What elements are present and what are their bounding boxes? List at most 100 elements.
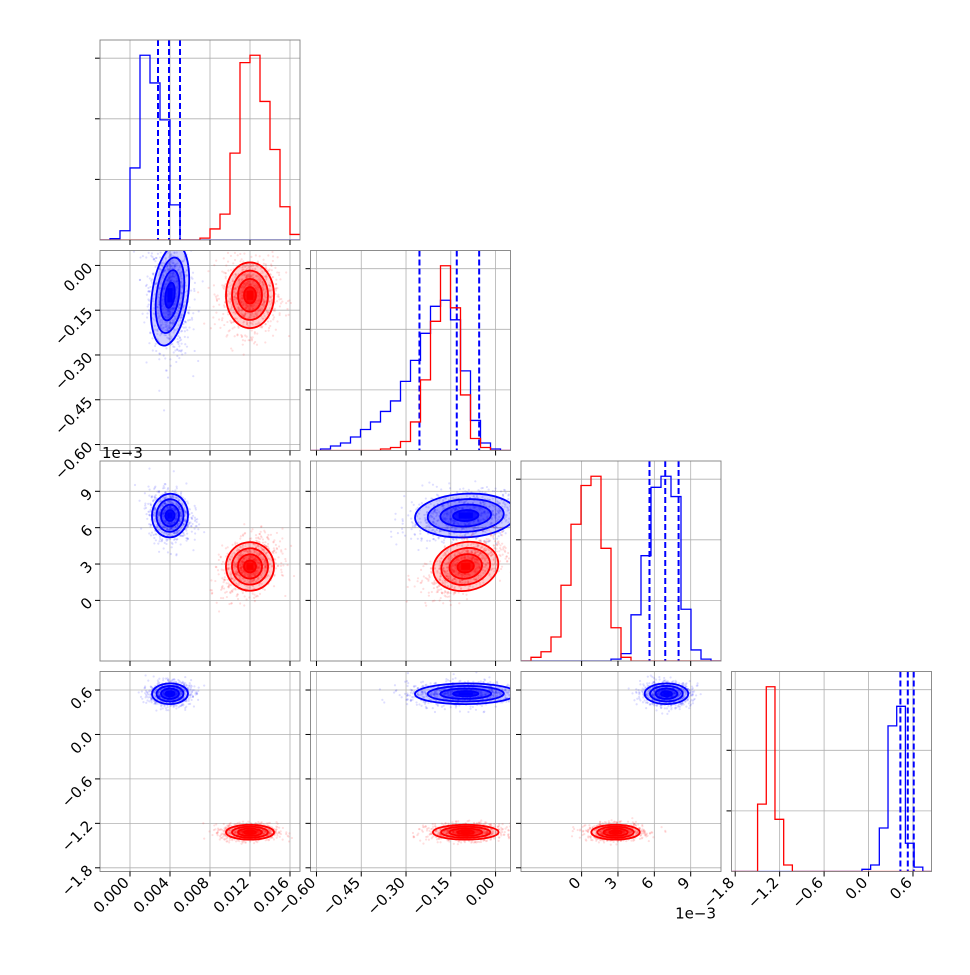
scatter-point <box>254 600 256 602</box>
scatter-point <box>193 290 195 292</box>
scatter-point <box>530 518 532 520</box>
scatter-point <box>430 571 432 573</box>
scatter-point <box>155 350 157 352</box>
scatter-point <box>148 303 150 305</box>
scatter-point <box>282 575 284 577</box>
scatter-point <box>278 296 280 298</box>
scatter-point <box>256 333 258 335</box>
scatter-point <box>274 267 276 269</box>
scatter-point <box>191 318 193 320</box>
scatter-point <box>212 316 214 318</box>
scatter-point <box>165 234 167 236</box>
scatter-point <box>152 534 154 536</box>
scatter-point <box>152 234 154 236</box>
scatter-point <box>253 594 255 596</box>
scatter-point <box>171 343 173 345</box>
scatter-point <box>218 298 220 300</box>
scatter-point <box>526 497 528 499</box>
scatter-point <box>277 256 279 258</box>
scatter-point <box>281 553 283 555</box>
scatter-point <box>485 538 487 540</box>
scatter-point <box>168 247 170 249</box>
scatter-point <box>517 508 519 510</box>
scatter-point <box>394 513 396 515</box>
scatter-point <box>271 276 273 278</box>
scatter-point <box>418 504 420 506</box>
density-peak-red <box>247 563 254 570</box>
scatter-point <box>149 286 151 288</box>
scatter-point <box>144 492 146 494</box>
panel-p0-p2 <box>95 461 310 666</box>
scatter-point <box>273 549 275 551</box>
scatter-point <box>276 547 278 549</box>
scatter-point <box>151 532 153 534</box>
scatter-point <box>171 542 173 544</box>
scatter-point <box>148 252 150 254</box>
scatter-point <box>144 503 146 505</box>
scatter-point <box>190 289 192 291</box>
scatter-point <box>173 470 175 472</box>
scatter-point <box>499 544 501 546</box>
scatter-point <box>218 573 220 575</box>
scatter-point <box>253 342 255 344</box>
scatter-point <box>165 347 167 349</box>
scatter-point <box>413 504 415 506</box>
scatter-point <box>184 336 186 338</box>
scatter-point <box>244 334 246 336</box>
scatter-point <box>436 486 438 488</box>
scatter-point <box>208 287 210 289</box>
scatter-point <box>152 273 154 275</box>
scatter-point <box>269 325 271 327</box>
scatter-point <box>277 294 279 296</box>
scatter-point <box>244 595 246 597</box>
scatter-point <box>162 220 164 222</box>
scatter-point <box>423 575 425 577</box>
scatter-point <box>267 254 269 256</box>
scatter-point <box>226 596 228 598</box>
panel-content <box>100 461 310 661</box>
scatter-point <box>144 504 146 506</box>
scatter-point <box>402 531 404 533</box>
scatter-point <box>402 523 404 525</box>
scatter-point <box>308 560 310 562</box>
scatter-point <box>177 343 179 345</box>
scatter-point <box>183 327 185 329</box>
scatter-point <box>154 260 156 262</box>
scatter-point <box>390 536 392 538</box>
scatter-point <box>174 349 176 351</box>
scatter-point <box>150 280 152 282</box>
scatter-point <box>211 593 213 595</box>
scatter-point <box>194 532 196 534</box>
scatter-point <box>176 355 178 357</box>
scatter-point <box>243 523 245 525</box>
scatter-point <box>268 327 270 329</box>
scatter-point <box>151 282 153 284</box>
scatter-point <box>414 534 416 536</box>
scatter-point <box>227 586 229 588</box>
scatter-point <box>456 491 458 493</box>
scatter-point <box>514 503 516 505</box>
scatter-point <box>157 543 159 545</box>
scatter-point <box>428 481 430 483</box>
scatter-point <box>155 257 157 259</box>
scatter-point <box>250 530 252 532</box>
scatter-point <box>147 485 149 487</box>
scatter-point <box>159 256 161 258</box>
scatter-point <box>260 535 262 537</box>
scatter-point <box>219 327 221 329</box>
scatter-point <box>216 602 218 604</box>
scatter-point <box>220 589 222 591</box>
scatter-point <box>192 515 194 517</box>
density-peak-blue <box>167 288 172 302</box>
scatter-point <box>529 503 531 505</box>
scatter-point <box>250 256 252 258</box>
scatter-point <box>164 243 166 245</box>
scatter-point <box>282 564 284 566</box>
scatter-point <box>167 376 169 378</box>
scatter-point <box>225 277 227 279</box>
scatter-point <box>275 562 277 564</box>
scatter-point <box>189 319 191 321</box>
scatter-point <box>414 524 416 526</box>
scatter-point <box>394 518 396 520</box>
